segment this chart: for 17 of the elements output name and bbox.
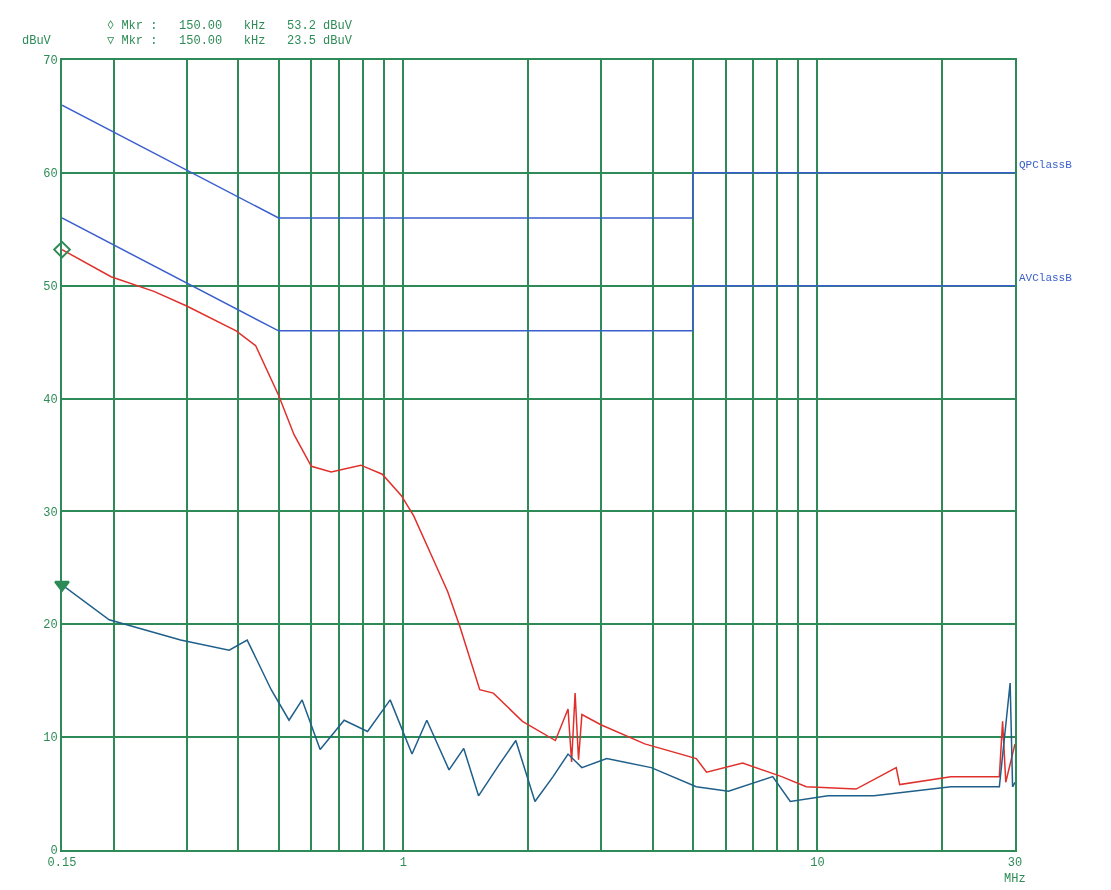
x-axis-title: MHz <box>1004 872 1026 886</box>
y-tick-label: 60 <box>43 167 58 182</box>
x-tick-label: 30 <box>1007 856 1023 871</box>
x-tick-label: 0.15 <box>47 856 77 871</box>
text: ◊ Mkr : 150.00 kHz 53.2 dBuV <box>107 19 353 33</box>
text: ▽ Mkr : 150.00 kHz 23.5 dBuV <box>107 34 353 48</box>
y-tick-label: 40 <box>43 392 58 407</box>
x-tick-label: 10 <box>810 856 825 871</box>
y-tick-label: 70 <box>43 54 58 69</box>
y-axis-title: dBuV <box>22 34 52 48</box>
y-tick-label: 50 <box>43 279 58 294</box>
y-tick-label: 30 <box>43 505 58 520</box>
series-label: AVClassB <box>1019 272 1073 284</box>
y-tick-label: 20 <box>43 618 58 633</box>
x-tick-label: 1 <box>399 856 407 871</box>
y-tick-label: 10 <box>43 731 58 746</box>
series-label: QPClassB <box>1019 159 1073 171</box>
